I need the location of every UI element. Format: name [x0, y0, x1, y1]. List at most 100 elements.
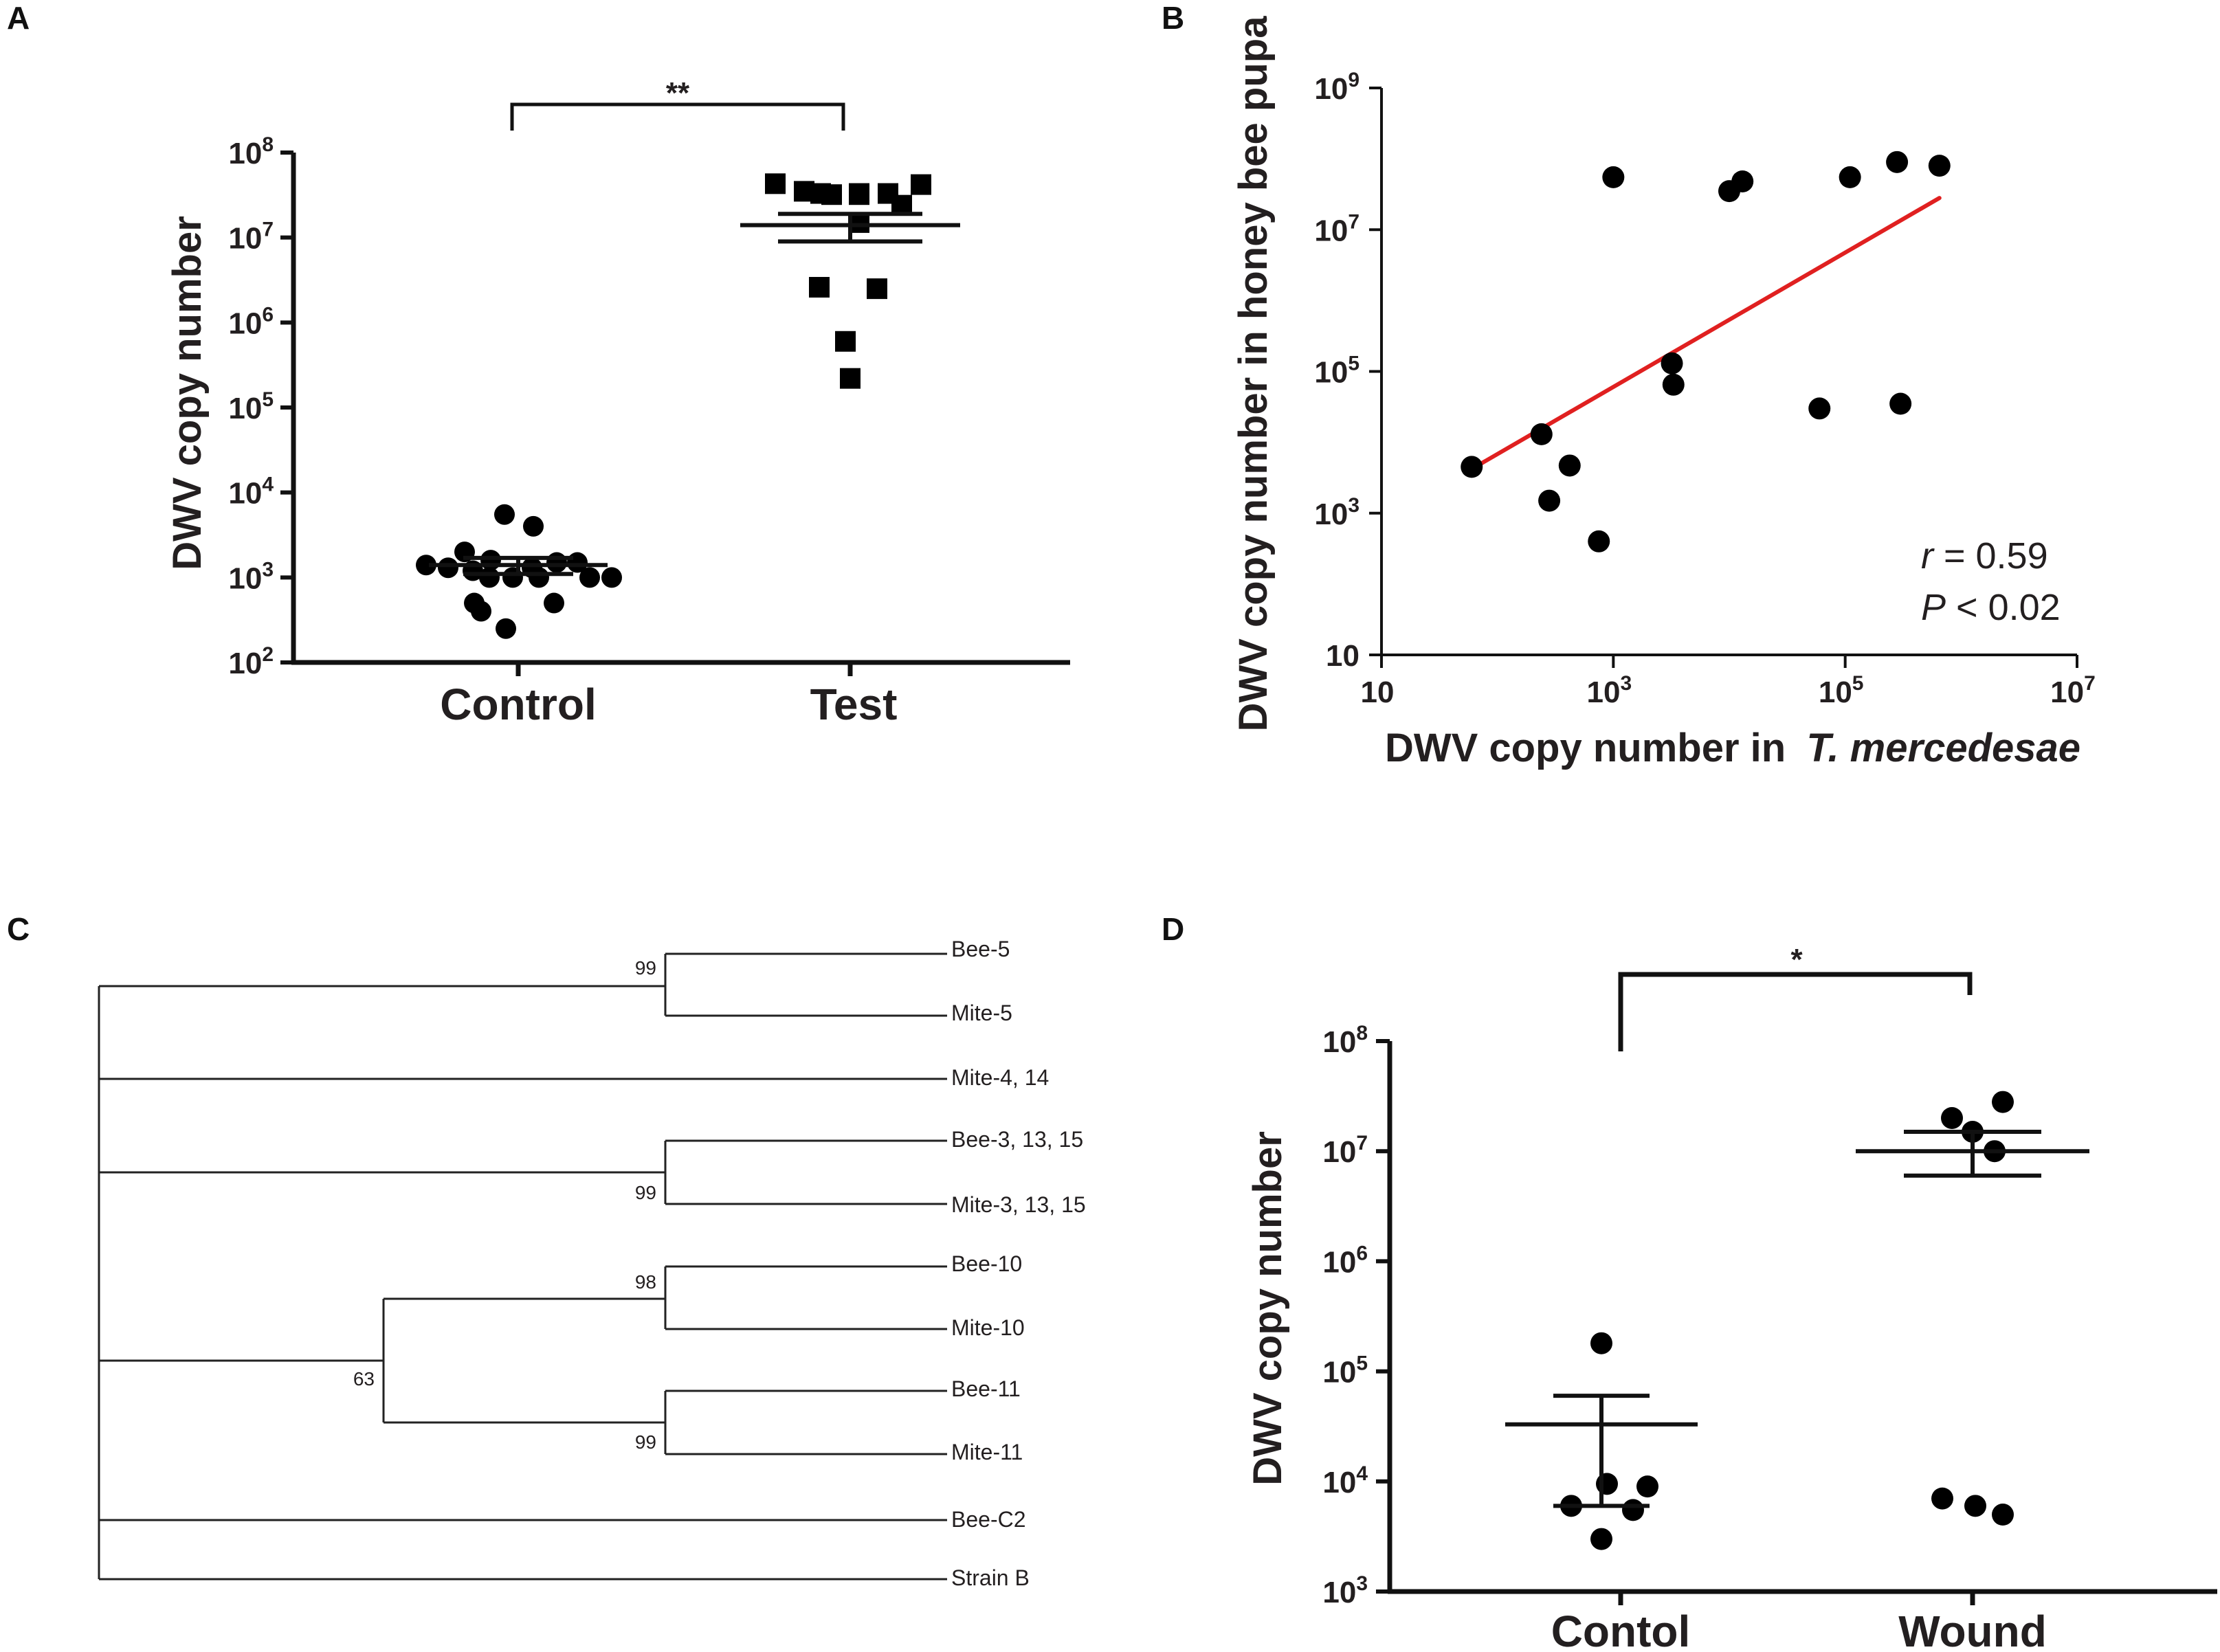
panel-a: A DWV copy number 102103104105106107108 … — [7, 0, 1070, 729]
panel-d-y-tick-label: 104 — [1322, 1462, 1368, 1499]
panel-d-marks — [1505, 1091, 2089, 1550]
panel-d-y-ticks: 103 104 105 106 107 108 — [1322, 1022, 1390, 1609]
panel-a-control-point — [544, 592, 564, 614]
panel-d-category-wound: Wound — [1898, 1607, 2047, 1652]
panel-a-ylabel: DWV copy number — [165, 216, 210, 570]
panel-b-p-symbol: P — [1921, 587, 1946, 628]
panel-a-test-point — [867, 278, 887, 300]
panel-b-data-point — [1558, 454, 1581, 477]
panel-a-control-point — [479, 567, 500, 588]
panel-b-marks — [1461, 150, 1951, 552]
panel-a-y-tick-label: 106 — [228, 303, 274, 340]
panel-a-y-tick-label: 103 — [228, 558, 274, 595]
panel-d-contol-point — [1596, 1473, 1618, 1495]
panel-d-wound-point — [1931, 1487, 1953, 1510]
panel-a-test-point — [835, 331, 856, 352]
panel-b-y-tick-label: 107 — [1314, 210, 1359, 247]
tree-label-bee-11: Bee-11 — [951, 1376, 1021, 1401]
bootstrap-clade-10: 98 — [635, 1271, 656, 1293]
panel-b-data-point — [1889, 392, 1912, 415]
panel-b-x-tick-label: 10 — [1361, 676, 1395, 709]
panel-b-data-point — [1602, 166, 1625, 188]
panel-b-x-tick-label: 103 — [1587, 672, 1632, 709]
panel-letter-c: C — [7, 911, 30, 947]
panel-b-ticks: 10 103 105 107 109 10 103 105 107 — [1314, 69, 2095, 709]
panel-a-test-point — [840, 368, 861, 389]
panel-b-data-point — [1588, 530, 1610, 552]
panel-b-r-value: r = 0.59 — [1921, 535, 2048, 577]
panel-a-test-point — [911, 174, 931, 195]
tree-label-bee-10: Bee-10 — [951, 1251, 1022, 1276]
panel-b-x-tick-label: 105 — [1819, 672, 1864, 709]
panel-b-r-text: = 0.59 — [1933, 535, 2048, 577]
panel-d-contol-point — [1590, 1332, 1612, 1354]
bootstrap-clade-10-11: 63 — [353, 1368, 375, 1389]
panel-a-y-tick-label: 105 — [228, 388, 274, 425]
panel-a-control-point — [523, 515, 544, 537]
panel-a-marks — [416, 173, 960, 639]
panel-b-data-point — [1538, 489, 1561, 512]
panel-b-regression-line — [1469, 196, 1942, 471]
panel-b-y-tick-label: 103 — [1314, 494, 1359, 531]
panel-b-x-tick-label: 107 — [2050, 672, 2096, 709]
panel-b-data-point — [1461, 456, 1483, 478]
panel-d-significance-bracket — [1618, 972, 1973, 1051]
tree-label-bee-3: Bee-3, 13, 15 — [951, 1127, 1083, 1152]
panel-c-tree-branches — [98, 952, 947, 1581]
panel-a-test-point — [810, 183, 831, 204]
panel-d-significance-label: * — [1790, 943, 1803, 976]
panel-a-significance-bracket — [510, 102, 845, 131]
panel-b-data-point — [1839, 166, 1861, 188]
panel-c-leaf-labels: Bee-5 Mite-5 Mite-4, 14 Bee-3, 13, 15 Mi… — [951, 937, 1086, 1590]
panel-a-test-point — [849, 183, 869, 204]
panel-d-y-tick-label: 108 — [1322, 1022, 1368, 1059]
panel-d-wound-point — [1964, 1495, 1986, 1517]
panel-b-xlabel-species: T. mercedesae — [1806, 726, 2080, 770]
panel-a-significance-label: ** — [666, 76, 690, 110]
panel-a-control-point — [496, 618, 516, 639]
tree-label-strain-b: Strain B — [951, 1565, 1030, 1590]
bootstrap-clade-5: 99 — [635, 957, 656, 979]
panel-b-ylabel: DWV copy number in honey bee pupa — [1231, 16, 1276, 732]
panel-b-data-point — [1808, 397, 1831, 420]
panel-b-data-point — [1530, 423, 1553, 445]
bootstrap-clade-11: 99 — [635, 1431, 656, 1453]
tree-label-mite-3: Mite-3, 13, 15 — [951, 1192, 1086, 1217]
panel-b-xlabel-text: DWV copy number in — [1385, 726, 1786, 770]
panel-a-test-point — [809, 277, 830, 298]
tree-label-mite-10: Mite-10 — [951, 1315, 1025, 1340]
panel-a-y-tick-label: 108 — [228, 133, 274, 170]
panel-d-contol-point — [1636, 1475, 1658, 1498]
panel-a-control-point — [438, 557, 458, 579]
tree-label-bee-5: Bee-5 — [951, 937, 1010, 961]
panel-a-test-point — [765, 173, 786, 194]
panel-b-data-point — [1662, 373, 1685, 396]
panel-d-wound-point — [1941, 1106, 1963, 1129]
panel-d-contol-point — [1622, 1499, 1644, 1521]
panel-b-p-text: < 0.02 — [1946, 587, 2061, 628]
panel-a-control-point — [601, 567, 622, 588]
panel-letter-d: D — [1162, 911, 1184, 947]
tree-label-mite-4-14: Mite-4, 14 — [951, 1065, 1049, 1090]
panel-c-bootstrap-values: 99 99 98 99 63 — [353, 957, 656, 1453]
panel-a-control-point — [494, 504, 515, 525]
panel-d-ylabel: DWV copy number — [1245, 1131, 1290, 1486]
panel-a-y-tick-label: 104 — [228, 473, 274, 511]
panel-a-category-test: Test — [810, 680, 898, 729]
panel-d-y-tick-label: 105 — [1322, 1352, 1368, 1389]
panel-d-contol-point — [1590, 1528, 1612, 1550]
panel-b-data-point — [1886, 150, 1909, 173]
panel-a-y-tick-label: 102 — [228, 643, 274, 680]
panel-b-data-point — [1928, 155, 1951, 177]
panel-a-control-point — [471, 601, 491, 622]
panel-b-y-tick-label: 10 — [1326, 639, 1359, 673]
panel-b-data-point — [1731, 170, 1754, 192]
panel-a-category-control: Control — [440, 680, 597, 729]
panel-b-xlabel: DWV copy number in T. mercedesae — [1385, 726, 2080, 770]
panel-c: C — [7, 911, 1086, 1590]
panel-a-y-tick-label: 107 — [228, 219, 274, 256]
panel-d-wound-point — [1992, 1504, 2014, 1526]
panel-a-control-point — [416, 555, 436, 576]
panel-d-wound-point — [1992, 1091, 2014, 1113]
